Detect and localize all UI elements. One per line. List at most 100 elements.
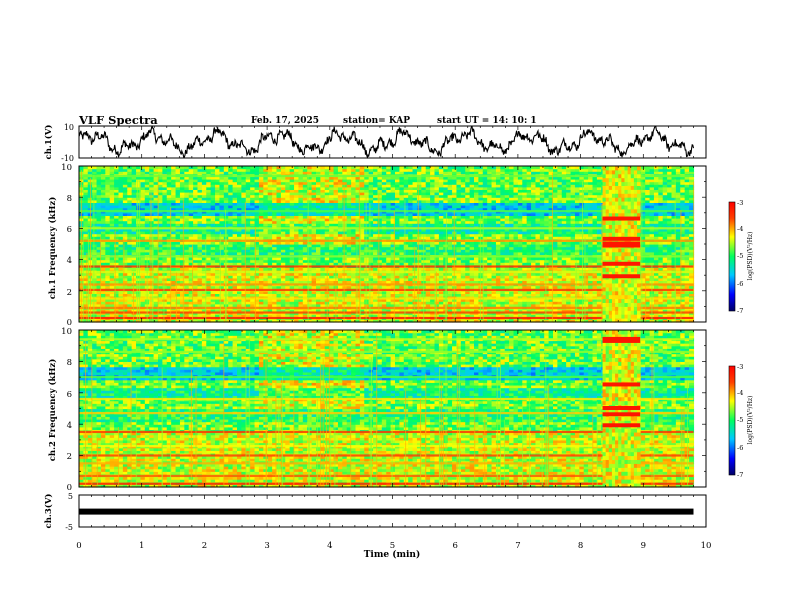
spectrogram-cell (245, 176, 251, 180)
spectrogram-cell (254, 168, 260, 172)
spectrogram-cell (364, 189, 370, 193)
spectrogram-cell (175, 205, 181, 209)
spectrogram-cell (263, 262, 269, 266)
spectrogram-cell (408, 241, 414, 245)
spectrogram-cell (311, 249, 317, 253)
spectrogram-cell (377, 184, 383, 188)
ch1-ylabel: ch.1(V) (43, 125, 54, 160)
spectrogram-cell (416, 298, 422, 302)
spectrogram-cell (280, 189, 286, 193)
spectrogram-cell (144, 179, 150, 183)
spectrogram-cell (245, 212, 251, 216)
spectrogram-cell (149, 215, 155, 219)
spectrogram-cell (215, 192, 221, 196)
spectrogram-cell (412, 215, 418, 219)
spectrogram-cell (258, 249, 264, 253)
spectrogram-cell (272, 223, 278, 227)
spectrogram-cell (136, 244, 142, 248)
spectrogram-cell (280, 168, 286, 172)
spectrogram-cell (131, 314, 137, 318)
spectrogram-cell (280, 290, 286, 294)
spectrogram-cell (83, 285, 89, 289)
spectrogram-cell (320, 202, 326, 206)
spectrogram-cell (368, 212, 374, 216)
spectrogram-cell (408, 212, 414, 216)
spectrogram-cell (289, 171, 295, 175)
spectrogram-cell (425, 186, 431, 190)
spectrogram-cell (215, 275, 221, 279)
spectrogram-cell (188, 186, 194, 190)
spectrogram-cell (245, 319, 251, 323)
spectrogram-cell (153, 301, 159, 305)
spectrogram-cell (377, 223, 383, 227)
spectrogram-cell (223, 194, 229, 198)
spectrogram-cell (355, 205, 361, 209)
spectrogram-cell (210, 192, 216, 196)
spectrogram-cell (171, 257, 177, 261)
spectrogram-cell (351, 179, 357, 183)
spectrogram-cell (105, 218, 111, 222)
spectrogram-cell (197, 277, 203, 281)
spectrogram-cell (298, 228, 304, 232)
spectrogram-cell (276, 192, 282, 196)
spectrogram-cell (337, 215, 343, 219)
spectrogram-cell (408, 194, 414, 198)
spectrogram-cell (210, 194, 216, 198)
spectrogram-cell (228, 202, 234, 206)
spectrogram-cell (114, 199, 120, 203)
spectrogram-cell (386, 231, 392, 235)
spectrogram-cell (254, 259, 260, 263)
spectrogram-cell (228, 267, 234, 271)
spectrogram-cell (316, 223, 321, 227)
spectrogram-cell (390, 272, 396, 276)
spectrogram-cell (267, 259, 273, 263)
spectrogram-cell (329, 218, 335, 222)
spectrogram-cell (399, 197, 405, 201)
spectrogram-cell (96, 199, 102, 203)
spectrogram-cell (166, 314, 172, 318)
spectrogram-cell (425, 314, 431, 318)
spectrogram-cell (140, 179, 146, 183)
spectrogram-cell (105, 246, 111, 250)
spectrogram-cell (258, 290, 264, 294)
spectrogram-cell (131, 192, 137, 196)
spectrogram-cell (188, 189, 194, 193)
spectrogram-cell (100, 275, 106, 279)
spectrogram-cell (210, 241, 216, 245)
spectrogram-cell (197, 233, 203, 237)
spectrogram-cell (377, 192, 383, 196)
spectrogram-cell (307, 218, 313, 222)
spectrogram-cell (434, 262, 440, 266)
spectrogram-cell (355, 262, 361, 266)
spectrogram-cell (96, 223, 102, 227)
spectrogram-cell (197, 257, 203, 261)
spectrogram-cell (83, 298, 89, 302)
spectrogram-cell (285, 181, 291, 185)
spectrogram-cell (364, 249, 370, 253)
spectrogram-cell (298, 202, 304, 206)
spectrogram-cell (131, 184, 137, 188)
spectrogram-cell (166, 290, 172, 294)
spectrogram-cell (399, 171, 405, 175)
spectrogram-cell (158, 293, 163, 297)
spectrogram-cell (399, 272, 405, 276)
spectrogram-cell (179, 220, 185, 224)
spectrogram-cell (118, 168, 124, 172)
spectrogram-cell (395, 215, 400, 219)
spectrogram-cell (399, 280, 405, 284)
spectrogram-cell (100, 231, 106, 235)
spectrogram-cell (373, 290, 379, 294)
spectrogram-cell (140, 194, 146, 198)
spectrogram-cell (263, 267, 269, 271)
spectrogram-cell (395, 231, 400, 235)
spectrogram-cell (373, 186, 379, 190)
spectrogram-cell (127, 194, 133, 198)
spectrogram-cell (92, 176, 98, 180)
spectrogram-cell (201, 244, 207, 248)
spectrogram-cell (408, 171, 414, 175)
spectrogram-cell (342, 236, 348, 240)
spectrogram-cell (118, 246, 124, 250)
spectrogram-cell (403, 251, 409, 255)
spectrogram-cell (179, 249, 185, 253)
spectrogram-cell (188, 176, 194, 180)
